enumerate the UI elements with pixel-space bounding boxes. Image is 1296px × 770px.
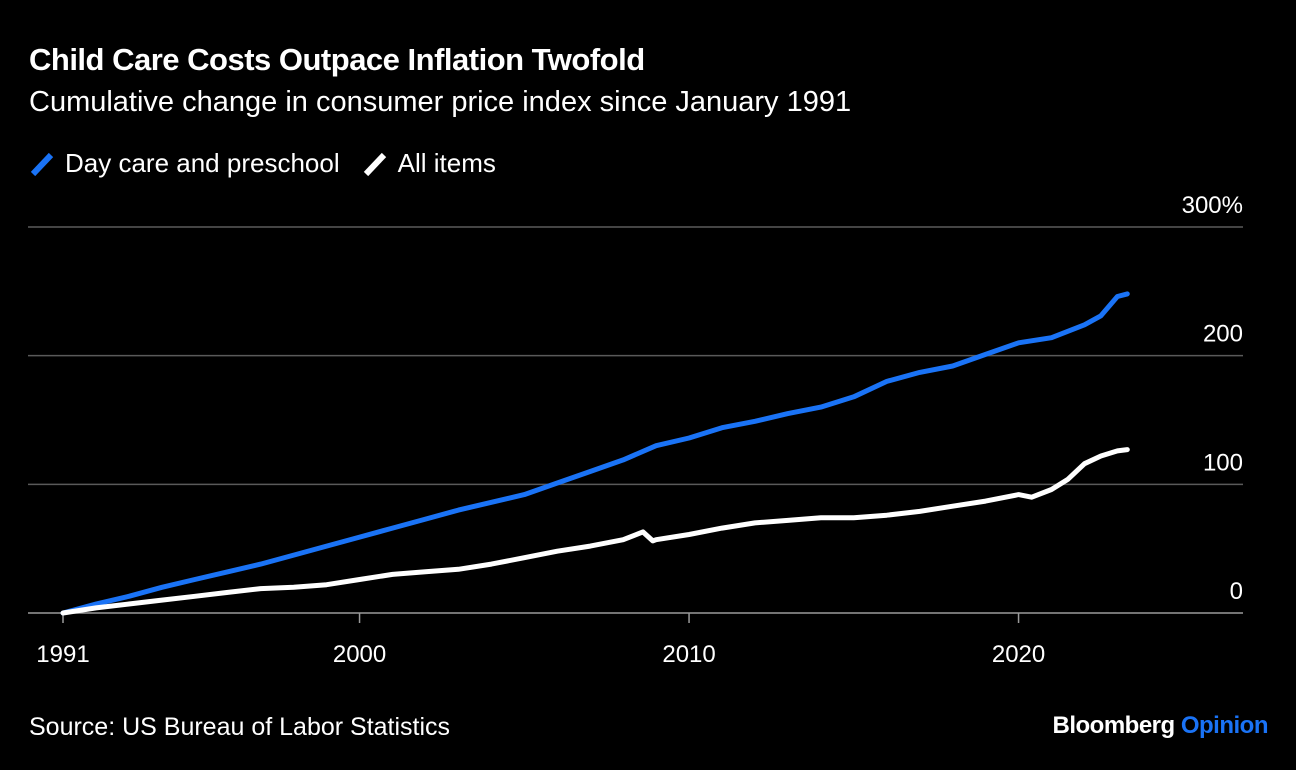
x-tick-label-2000: 2000 [333, 641, 386, 668]
legend-item-day-care: Day care and preschool [29, 148, 340, 179]
y-tick-label-0: 0 [1230, 578, 1243, 605]
y-tick-label-300: 300% [1182, 192, 1243, 219]
x-tick-label-2020: 2020 [992, 641, 1045, 668]
legend-item-all-items: All items [362, 148, 496, 179]
x-tick-label-1991: 1991 [36, 641, 89, 668]
chart-subtitle: Cumulative change in consumer price inde… [29, 86, 852, 118]
y-tick-label-200: 200 [1203, 321, 1243, 348]
series-line-day-care [60, 291, 1130, 616]
brand-logo: Bloomberg Opinion [1053, 712, 1269, 740]
brand-opinion: Opinion [1180, 712, 1269, 739]
chart-title: Child Care Costs Outpace Inflation Twofo… [29, 42, 645, 77]
series-line-all-items [60, 447, 1130, 616]
legend-label-all-items: All items [397, 148, 496, 178]
brand-bloomberg: Bloomberg [1052, 712, 1176, 739]
legend-slash-icon-all-items [363, 152, 386, 176]
legend-label-day-care: Day care and preschool [65, 148, 340, 178]
y-tick-label-100: 100 [1203, 449, 1243, 476]
legend-slash-icon-day-care [30, 152, 54, 176]
source-note: Source: US Bureau of Labor Statistics [29, 713, 451, 741]
x-tick-label-2010: 2010 [662, 641, 715, 668]
legend: Day care and preschool All items [29, 148, 518, 179]
